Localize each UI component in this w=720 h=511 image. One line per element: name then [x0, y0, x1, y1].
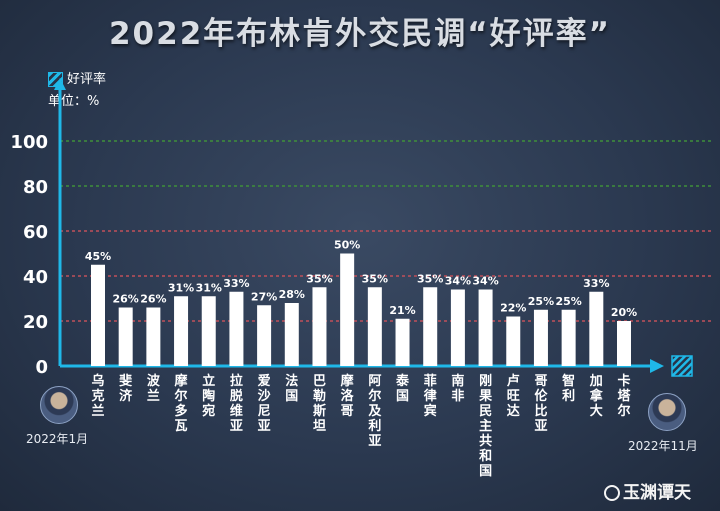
bar: [118, 307, 133, 366]
y-axis-arrow: [54, 78, 66, 90]
category-label: 拉脱维亚: [230, 373, 243, 434]
data-label: 25%: [555, 295, 581, 308]
bar: [229, 291, 244, 366]
category-label: 卢旺达: [507, 373, 520, 419]
category-label: 波兰: [147, 373, 161, 404]
y-tick-label: 80: [23, 177, 48, 198]
chart-title: 2022年布林肯外交民调“好评率”: [108, 16, 612, 52]
data-label: 35%: [362, 272, 388, 285]
category-label: 爱沙尼亚: [258, 373, 271, 434]
data-label: 35%: [417, 272, 443, 285]
bar: [450, 289, 465, 366]
data-label: 26%: [113, 293, 139, 306]
bar: [174, 296, 189, 366]
data-label: 20%: [611, 306, 637, 319]
data-label: 34%: [445, 275, 471, 288]
category-label: 卡塔尔: [617, 373, 631, 419]
data-label: 21%: [389, 304, 415, 317]
end-portrait: [648, 393, 686, 431]
legend-label: 好评率: [67, 72, 107, 87]
data-label: 28%: [279, 288, 305, 301]
category-label: 立陶宛: [201, 373, 215, 419]
axis-end-marker: [671, 355, 693, 377]
category-label: 哥伦比亚: [534, 373, 548, 434]
brand-name: 玉渊谭天: [623, 483, 691, 503]
data-label: 35%: [306, 272, 332, 285]
bar: [146, 307, 161, 366]
y-tick-label: 100: [10, 132, 48, 153]
category-label: 巴勒斯坦: [313, 374, 326, 434]
x-axis-arrow: [650, 359, 664, 373]
bar: [395, 318, 410, 366]
y-tick-label: 20: [23, 312, 48, 333]
data-label: 34%: [472, 275, 498, 288]
start-date-label: 2022年1月: [26, 432, 89, 446]
data-label: 33%: [223, 277, 249, 290]
end-date-label: 2022年11月: [628, 439, 698, 453]
bar: [312, 287, 327, 366]
bar: [478, 289, 493, 366]
category-label: 菲律宾: [424, 373, 437, 419]
data-label: 25%: [528, 295, 554, 308]
category-label: 阿尔及利亚: [368, 374, 382, 449]
data-label: 50%: [334, 239, 360, 252]
category-label: 加拿大: [589, 374, 604, 419]
data-label: 33%: [583, 277, 609, 290]
bar: [91, 264, 105, 366]
brand-logo: 玉渊谭天: [604, 478, 691, 503]
category-label: 摩尔多瓦: [175, 373, 189, 434]
category-label: 刚果民主共和国: [478, 374, 492, 479]
data-label: 31%: [196, 281, 222, 294]
bar: [257, 305, 272, 366]
data-label: 31%: [168, 281, 194, 294]
category-label: 南非: [451, 373, 464, 404]
category-label: 斐济: [118, 373, 133, 404]
bar: [284, 303, 299, 366]
bar: [201, 296, 216, 366]
y-tick-label: 40: [23, 267, 48, 288]
category-label: 泰国: [395, 373, 410, 404]
bar: [506, 316, 521, 366]
bar: [617, 321, 631, 366]
category-label: 摩洛哥: [341, 373, 355, 419]
category-label: 乌克兰: [91, 373, 104, 419]
bar: [340, 253, 355, 366]
start-portrait: [40, 386, 78, 424]
y-tick-label: 60: [23, 222, 48, 243]
bar: [533, 309, 548, 366]
bar: [589, 291, 604, 366]
bar: [561, 309, 576, 366]
y-tick-label: 0: [35, 357, 48, 378]
bar: [423, 287, 438, 366]
bar: [367, 287, 382, 366]
category-label: 智利: [562, 373, 575, 404]
category-label: 法国: [285, 373, 298, 404]
brand-icon: [604, 485, 620, 501]
data-label: 22%: [500, 302, 526, 315]
data-label: 45%: [85, 250, 111, 263]
data-label: 26%: [140, 293, 166, 306]
data-label: 27%: [251, 290, 277, 303]
